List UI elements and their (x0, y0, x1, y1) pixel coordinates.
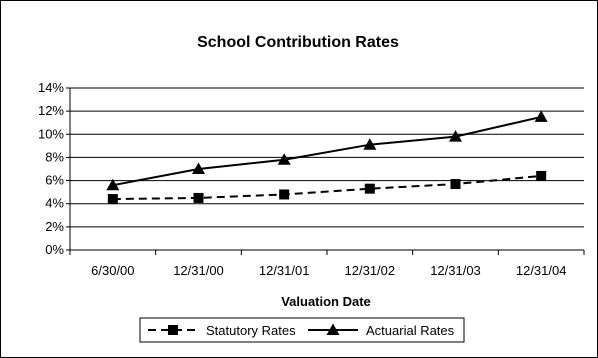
series-layer (106, 110, 548, 205)
y-tick-label: 4% (45, 196, 64, 211)
y-tick-label: 14% (38, 80, 64, 95)
data-point (364, 183, 375, 194)
axes (69, 88, 584, 251)
series-statutory-rates (107, 170, 547, 205)
series-line (112, 115, 542, 187)
x-axis-ticks: 6/30/00 12/31/00 12/31/01 12/31/02 12/31/03 1… (69, 250, 585, 278)
x-axis-label: Valuation Date (281, 294, 371, 309)
gridlines (70, 87, 584, 251)
legend-marker (168, 325, 178, 335)
x-tick-label: 6/30/00 (91, 263, 134, 278)
data-point (534, 110, 548, 122)
x-tick-label: 12/31/02 (345, 263, 396, 278)
y-tick-label: 12% (38, 103, 64, 118)
y-tick-label: 10% (38, 126, 64, 141)
x-tick-label: 12/31/04 (516, 263, 567, 278)
y-axis-ticks: 0% 2% 4% 6% 8% 10% 12% 14% (38, 80, 70, 257)
legend-item: Actuarial Rates (308, 323, 455, 338)
data-point (279, 189, 290, 200)
data-point (450, 179, 461, 190)
legend-label: Statutory Rates (206, 323, 296, 338)
x-tick-label: 12/31/01 (259, 263, 310, 278)
y-tick-label: 2% (45, 219, 64, 234)
data-point (536, 170, 547, 181)
chart-title: School Contribution Rates (197, 34, 399, 51)
x-tick-label: 12/31/00 (173, 263, 224, 278)
data-point (277, 153, 291, 165)
legend-label: Actuarial Rates (366, 323, 455, 338)
data-point (363, 138, 377, 150)
y-tick-label: 0% (45, 242, 64, 257)
data-point (107, 194, 118, 205)
series-actuarial-rates (106, 110, 548, 191)
y-tick-label: 6% (45, 173, 64, 188)
series-line (112, 174, 542, 201)
data-point (449, 130, 462, 142)
legend-item: Statutory Rates (148, 323, 296, 338)
x-tick-label: 12/31/03 (430, 263, 481, 278)
data-point (192, 162, 205, 174)
legend: Statutory Rates Actuarial Rates (139, 317, 465, 343)
data-point (193, 192, 204, 203)
legend-marker (326, 323, 340, 335)
y-tick-label: 8% (45, 149, 64, 164)
data-point (106, 178, 120, 191)
